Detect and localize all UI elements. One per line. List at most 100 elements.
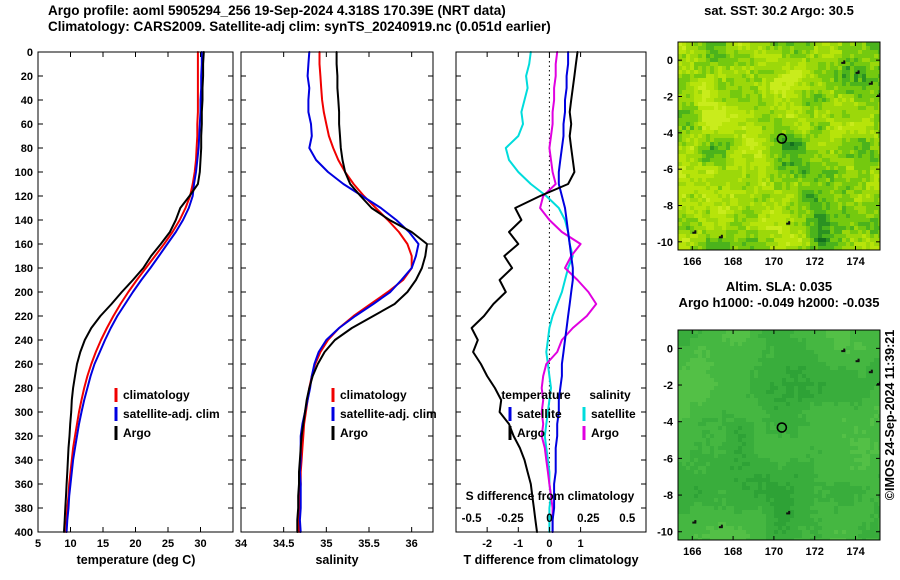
sst-map-image bbox=[678, 42, 880, 250]
temperature-axis-label: temperature (deg C) bbox=[76, 553, 196, 567]
s-tick-label: -0.5 bbox=[462, 513, 482, 525]
lat-tick-label: 0 bbox=[667, 343, 673, 355]
legend-label: satellite bbox=[517, 407, 562, 421]
map-border bbox=[677, 329, 881, 541]
legend-label: satellite bbox=[591, 407, 636, 421]
lon-tick-label: 172 bbox=[806, 256, 824, 268]
map-border bbox=[677, 41, 881, 251]
lat-tick-label: -8 bbox=[663, 490, 673, 502]
lat-tick-label: -2 bbox=[663, 380, 673, 392]
figure-title-line1: Argo profile: aoml 5905294_256 19-Sep-20… bbox=[48, 3, 506, 18]
x-tick-label: 10 bbox=[64, 538, 76, 550]
x-tick-label: 34 bbox=[235, 538, 248, 550]
lon-tick-label: 170 bbox=[765, 256, 783, 268]
s-difference-annotation: S difference from climatology bbox=[465, 489, 635, 503]
x-tick-label: 35.5 bbox=[358, 538, 379, 550]
lat-tick-label: 0 bbox=[667, 55, 673, 67]
depth-tick-label: 380 bbox=[15, 503, 33, 515]
argo-temperature-difference bbox=[470, 51, 579, 533]
argo-salinity-difference bbox=[539, 51, 598, 533]
x-tick-label: -2 bbox=[482, 538, 492, 550]
imos-watermark: ©IMOS 24-Sep-2024 11:39:21 bbox=[883, 329, 898, 501]
argo-temperature bbox=[63, 51, 205, 533]
depth-tick-label: 280 bbox=[15, 383, 33, 395]
lat-tick-label: -6 bbox=[663, 453, 673, 465]
satellite-salinity-difference bbox=[504, 51, 574, 533]
lat-tick-label: -6 bbox=[663, 164, 673, 176]
x-tick-label: 0 bbox=[546, 538, 552, 550]
depth-tick-label: 360 bbox=[15, 479, 33, 491]
lon-tick-label: 174 bbox=[846, 546, 865, 558]
lon-tick-label: 174 bbox=[846, 256, 865, 268]
depth-tick-label: 140 bbox=[15, 215, 33, 227]
x-tick-label: 25 bbox=[162, 538, 174, 550]
lat-tick-label: -10 bbox=[657, 237, 673, 249]
depth-tick-label: 320 bbox=[15, 431, 33, 443]
lat-tick-label: -10 bbox=[657, 527, 673, 539]
depth-tick-label: 160 bbox=[15, 239, 33, 251]
satellite-temperature-difference bbox=[551, 51, 574, 533]
climatology-temperature bbox=[65, 51, 199, 533]
depth-tick-label: 20 bbox=[21, 71, 33, 83]
depth-tick-label: 340 bbox=[15, 455, 33, 467]
depth-tick-label: 300 bbox=[15, 407, 33, 419]
salinity-axis-label: salinity bbox=[315, 553, 359, 567]
float-position-marker bbox=[776, 422, 788, 433]
lat-tick-label: -2 bbox=[663, 91, 673, 103]
satellite-adj-clim-salinity bbox=[298, 51, 420, 533]
s-tick-label: 0.5 bbox=[619, 513, 636, 525]
legend-label: climatology bbox=[123, 388, 190, 402]
x-tick-label: 30 bbox=[194, 538, 206, 550]
argo-salinity bbox=[296, 51, 428, 533]
legend-label: Argo bbox=[340, 426, 368, 440]
depth-tick-label: 100 bbox=[15, 167, 33, 179]
lon-tick-label: 168 bbox=[724, 256, 742, 268]
legend-label: Argo bbox=[591, 426, 619, 440]
legend-label: Argo bbox=[123, 426, 151, 440]
depth-tick-label: 60 bbox=[21, 119, 33, 131]
depth-tick-label: 40 bbox=[21, 95, 33, 107]
legend-label: satellite-adj. clim bbox=[340, 407, 437, 421]
depth-tick-label: 120 bbox=[15, 191, 33, 203]
legend-label: Argo bbox=[517, 426, 545, 440]
sla-map-image bbox=[678, 330, 880, 540]
panel-border bbox=[240, 51, 434, 533]
lat-tick-label: -8 bbox=[663, 200, 673, 212]
depth-tick-label: 180 bbox=[15, 263, 33, 275]
legend-group-title: salinity bbox=[589, 388, 631, 402]
depth-tick-label: 260 bbox=[15, 359, 33, 371]
s-tick-label: 0.25 bbox=[577, 513, 600, 525]
sla-map-title: Altim. SLA: 0.035 bbox=[725, 279, 833, 294]
x-tick-label: 1 bbox=[578, 538, 584, 550]
x-tick-label: 20 bbox=[129, 538, 141, 550]
x-tick-label: 15 bbox=[97, 538, 109, 550]
lon-tick-label: 170 bbox=[765, 546, 783, 558]
x-tick-label: 36 bbox=[406, 538, 418, 550]
climatology-salinity bbox=[298, 51, 413, 533]
t-difference-axis-label: T difference from climatology bbox=[463, 553, 639, 567]
sst-map-title: sat. SST: 30.2 Argo: 30.5 bbox=[704, 3, 854, 18]
sla-map-subtitle: Argo h1000: -0.049 h2000: -0.035 bbox=[678, 295, 880, 310]
float-position-marker bbox=[776, 133, 788, 144]
s-tick-label: -0.25 bbox=[497, 513, 524, 525]
s-tick-label: 0 bbox=[546, 513, 552, 525]
lon-tick-label: 166 bbox=[683, 256, 701, 268]
x-tick-label: 35 bbox=[320, 538, 332, 550]
panel-border bbox=[455, 51, 647, 533]
depth-tick-label: 200 bbox=[15, 287, 33, 299]
lat-tick-label: -4 bbox=[663, 417, 674, 429]
figure-title-line2: Climatology: CARS2009. Satellite-adj cli… bbox=[48, 19, 551, 34]
legend-label: satellite-adj. clim bbox=[123, 407, 220, 421]
lon-tick-label: 172 bbox=[806, 546, 824, 558]
depth-tick-label: 240 bbox=[15, 335, 33, 347]
legend-group-title: temperature bbox=[501, 388, 571, 402]
x-tick-label: -1 bbox=[513, 538, 523, 550]
lon-tick-label: 166 bbox=[683, 546, 701, 558]
x-tick-label: 5 bbox=[35, 538, 41, 550]
x-tick-label: 34.5 bbox=[273, 538, 294, 550]
lon-tick-label: 168 bbox=[724, 546, 742, 558]
depth-tick-label: 0 bbox=[27, 47, 33, 59]
depth-tick-label: 80 bbox=[21, 143, 33, 155]
